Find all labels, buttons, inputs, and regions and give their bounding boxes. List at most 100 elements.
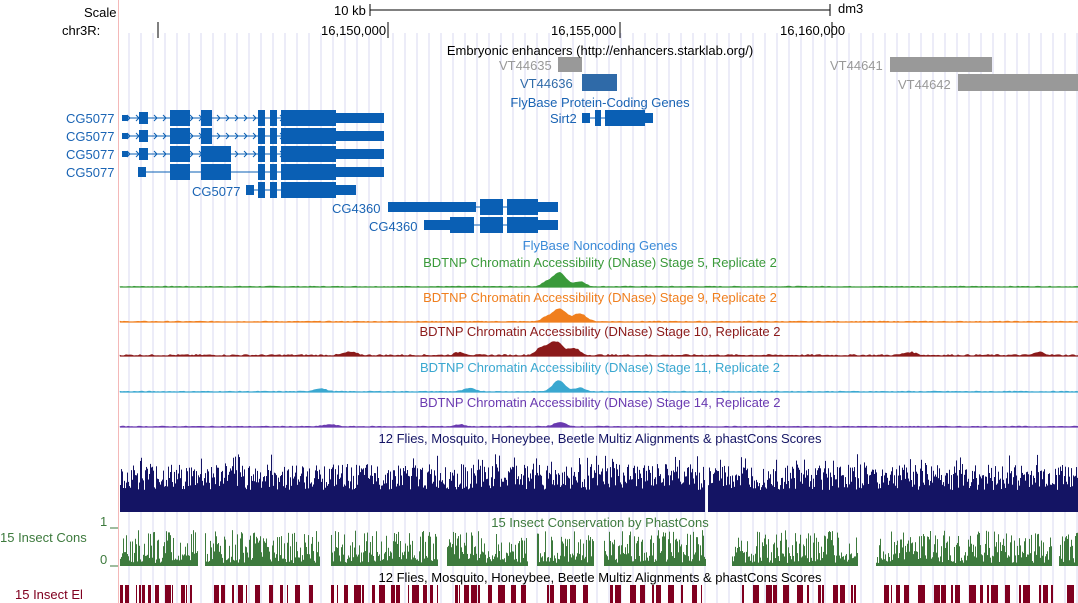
gene-exon <box>170 164 190 180</box>
multiz-bar <box>943 482 944 512</box>
multiz-bar <box>673 470 674 512</box>
gene-label[interactable]: CG4360 <box>332 201 381 216</box>
multiz-bar <box>775 471 776 512</box>
track-title-flybase-noncoding[interactable]: FlyBase Noncoding Genes <box>522 238 678 253</box>
enhancer-label[interactable]: VT44635 <box>499 58 552 73</box>
phastcons-bar <box>208 561 209 566</box>
phastcons-bar <box>846 554 847 566</box>
phastcons-bar <box>468 558 469 566</box>
phastcons-bar <box>670 543 671 566</box>
phastcons-bar <box>629 535 630 566</box>
phastcons-bar <box>688 556 689 566</box>
multiz-bar <box>785 467 786 512</box>
conserved-element <box>681 585 683 603</box>
track-title-multiz-2[interactable]: 12 Flies, Mosquito, Honeybee, Beetle Mul… <box>378 570 822 585</box>
phastcons-bar <box>576 556 577 566</box>
phastcons-bar <box>155 562 156 566</box>
track-title-dnase-stage9[interactable]: BDTNP Chromatin Accessibility (DNase) St… <box>423 290 777 305</box>
phastcons-bar <box>300 547 301 566</box>
multiz-bar <box>311 482 312 512</box>
enhancer-label[interactable]: VT44636 <box>520 76 573 91</box>
multiz-bar <box>264 476 265 512</box>
phastcons-bar <box>1022 551 1023 566</box>
enhancer-label[interactable]: VT44642 <box>898 77 951 92</box>
phastcons-side-label[interactable]: 15 Insect Cons <box>0 530 87 545</box>
conserved-element <box>630 585 636 603</box>
track-title-enhancers[interactable]: Embryonic enhancers (http://enhancers.st… <box>446 43 754 58</box>
multiz-bar <box>778 488 779 512</box>
track-title-phastcons[interactable]: 15 Insect Conservation by PhastCons <box>491 515 709 530</box>
phastcons-bar <box>918 559 919 566</box>
multiz-bar <box>979 474 980 512</box>
track-title-dnase-stage5[interactable]: BDTNP Chromatin Accessibility (DNase) St… <box>423 255 777 270</box>
gene-label[interactable]: CG5077 <box>66 129 115 144</box>
multiz-bar <box>587 457 588 512</box>
multiz-bar <box>774 486 775 512</box>
track-title-dnase-stage11[interactable]: BDTNP Chromatin Accessibility (DNase) St… <box>419 360 781 375</box>
phastcons-bar <box>563 543 564 566</box>
phastcons-bar <box>644 552 645 566</box>
phastcons-bar <box>817 559 818 566</box>
track-title-multiz[interactable]: 12 Flies, Mosquito, Honeybee, Beetle Mul… <box>378 431 822 446</box>
track-title-dnase-stage14[interactable]: BDTNP Chromatin Accessibility (DNase) St… <box>419 395 781 410</box>
conserved-element <box>1067 585 1074 603</box>
multiz-bar <box>380 489 381 512</box>
phastcons-bar <box>393 541 394 566</box>
phastcons-bar <box>282 558 283 566</box>
multiz-bar <box>304 482 305 512</box>
phastcons-bar <box>680 546 681 566</box>
track-title-flybase-coding[interactable]: FlyBase Protein-Coding Genes <box>510 95 690 110</box>
track-title-dnase-stage10[interactable]: BDTNP Chromatin Accessibility (DNase) St… <box>419 324 781 339</box>
conserved-element <box>955 585 960 603</box>
gene-label[interactable]: CG4360 <box>369 219 418 234</box>
elements-side-label[interactable]: 15 Insect El <box>15 587 83 602</box>
multiz-bar <box>176 469 177 512</box>
multiz-bar <box>994 477 995 512</box>
multiz-bar <box>1017 489 1018 512</box>
gene-exon <box>139 148 148 160</box>
multiz-bar <box>733 481 734 512</box>
multiz-bar <box>939 468 940 512</box>
enhancer-label[interactable]: VT44641 <box>830 58 883 73</box>
phastcons-bar <box>894 542 895 566</box>
phastcons-bar <box>448 545 449 566</box>
phastcons-bar <box>281 536 282 566</box>
phastcons-bar <box>580 539 581 566</box>
phastcons-bar <box>558 558 559 566</box>
gene-label[interactable]: Sirt2 <box>550 111 577 126</box>
multiz-bar <box>242 465 243 512</box>
multiz-bar <box>484 466 485 512</box>
multiz-bar <box>793 468 794 512</box>
phastcons-bar <box>430 536 431 566</box>
multiz-bar <box>403 467 404 512</box>
gene-label[interactable]: CG5077 <box>66 147 115 162</box>
gene-label[interactable]: CG5077 <box>66 165 115 180</box>
multiz-bar <box>835 479 836 512</box>
phastcons-bar <box>183 555 184 566</box>
phastcons-bar <box>248 557 249 566</box>
multiz-bar <box>282 471 283 512</box>
phastcons-bar <box>634 536 635 566</box>
phastcons-bar <box>230 562 231 566</box>
multiz-bar <box>912 486 913 512</box>
phastcons-bar <box>375 561 376 566</box>
multiz-bar <box>626 483 627 512</box>
phastcons-bar <box>368 562 369 566</box>
multiz-bar <box>744 467 745 512</box>
multiz-bar <box>553 479 554 512</box>
gene-label[interactable]: CG5077 <box>192 184 241 199</box>
conserved-element <box>337 585 338 603</box>
phastcons-bar <box>545 531 546 566</box>
multiz-bar <box>953 474 954 512</box>
phastcons-bar <box>686 544 687 566</box>
conserved-element <box>190 585 192 603</box>
phastcons-bar <box>889 556 890 566</box>
phastcons-bar <box>407 545 408 566</box>
phastcons-bar <box>835 562 836 566</box>
phastcons-bar <box>612 542 613 566</box>
multiz-bar <box>847 487 848 512</box>
phastcons-bar <box>397 543 398 566</box>
gene-label[interactable]: CG5077 <box>66 111 115 126</box>
multiz-bar <box>957 475 958 512</box>
